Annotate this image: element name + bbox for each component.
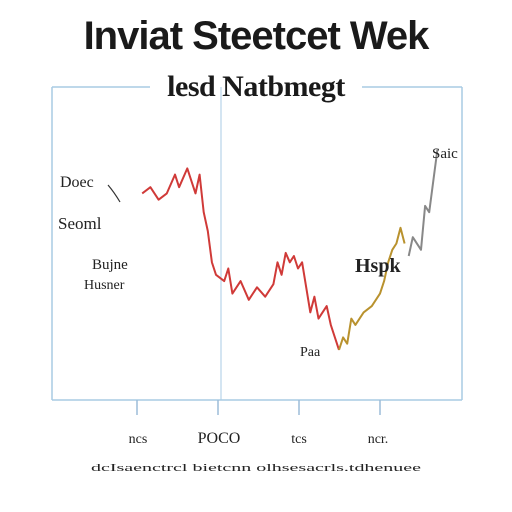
annotation-connector <box>107 184 121 203</box>
x-tick-labels: ncs POCO tcs ncr. <box>129 430 389 447</box>
chart-subtitle: lesd Natbmegt <box>167 70 345 103</box>
annotations: Doec Seoml Bujne Husner Hspk Saic Paa <box>58 146 458 360</box>
annotation-husner: Husner <box>84 278 125 293</box>
x-tick-label-1: ncs <box>129 432 148 447</box>
annotation-saic: Saic <box>432 146 458 162</box>
series-line-1 <box>141 167 340 351</box>
series-line-2 <box>338 226 406 351</box>
x-tick-label-3: tcs <box>291 432 307 447</box>
annotation-hspk: Hspk <box>355 255 401 277</box>
annotation-seoml: Seoml <box>58 214 102 233</box>
footnote: dcIsaenctrcl bietcnn olhsesacrls.tdhenue… <box>91 462 421 474</box>
x-ticks <box>136 400 381 415</box>
x-tick-label-4: ncr. <box>368 432 389 447</box>
annotation-doec: Doec <box>60 174 94 191</box>
plot-frame <box>51 86 463 401</box>
annotation-paa: Paa <box>300 345 321 360</box>
series-line-3 <box>407 149 439 257</box>
x-tick-label-2: POCO <box>198 430 241 447</box>
annotation-bujne: Bujne <box>92 257 128 273</box>
chart-title: Inviat Steetcet Wek <box>83 14 430 58</box>
series-layer <box>141 149 439 351</box>
